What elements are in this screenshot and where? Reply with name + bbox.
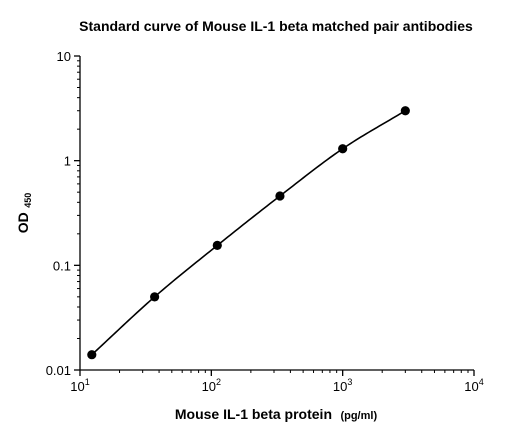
y-axis-label-main: OD (15, 212, 31, 233)
data-point (400, 106, 410, 116)
x-tick-label-exponent: 3 (347, 377, 352, 387)
x-axis-ticks: 101 102 103 104 (70, 370, 484, 394)
x-tick-label: 104 (464, 377, 483, 394)
x-tick-label-base: 10 (464, 379, 478, 394)
x-tick-label: 102 (202, 377, 221, 394)
x-axis-label: Mouse IL-1 beta protein (pg/ml) (175, 406, 378, 423)
y-axis-ticks: 0.01 0.1 1 10 (46, 49, 80, 378)
x-tick-label-exponent: 4 (479, 377, 484, 387)
data-point (87, 350, 97, 360)
y-axis-label-subscript: 450 (23, 193, 33, 208)
y-tick-label: 0.01 (46, 363, 71, 378)
x-tick-label: 103 (333, 377, 352, 394)
x-tick-label: 101 (70, 377, 89, 394)
y-axis-label: OD 450 (15, 193, 33, 233)
y-tick-label: 0.1 (53, 258, 71, 273)
x-axis-label-main: Mouse IL-1 beta protein (175, 406, 332, 422)
x-tick-label-exponent: 2 (216, 377, 221, 387)
data-point (275, 191, 285, 201)
axes (79, 56, 474, 371)
x-tick-label-base: 10 (333, 379, 347, 394)
fit-curve (91, 110, 406, 356)
x-tick-label-base: 10 (70, 379, 84, 394)
data-point (150, 292, 160, 302)
x-axis-label-unit: (pg/ml) (340, 410, 377, 422)
data-points (87, 106, 410, 360)
x-tick-label-base: 10 (202, 379, 216, 394)
x-tick-label-exponent: 1 (85, 377, 90, 387)
data-point (338, 144, 348, 154)
data-point (212, 240, 222, 251)
chart-title: Standard curve of Mouse IL-1 beta matche… (79, 18, 473, 34)
y-tick-label: 1 (64, 154, 71, 169)
y-tick-label: 10 (57, 49, 71, 64)
